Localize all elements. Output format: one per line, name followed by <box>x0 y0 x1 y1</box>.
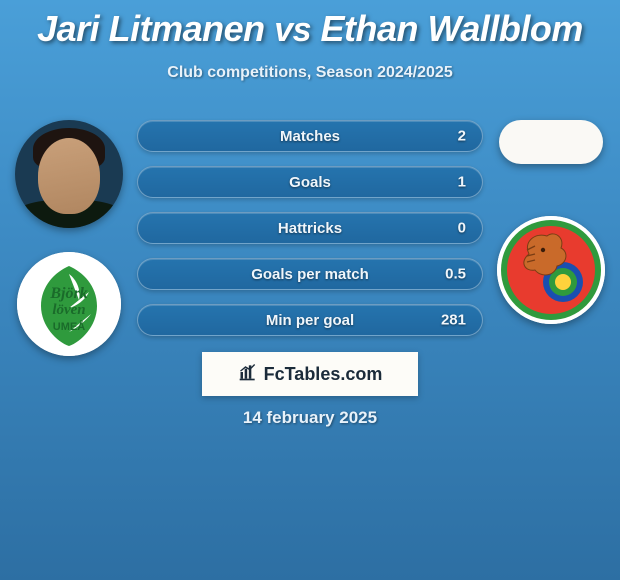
stat-label: Goals per match <box>251 266 369 283</box>
page-title: Jari Litmanen vs Ethan Wallblom <box>0 0 620 50</box>
club-badge-right <box>497 216 605 324</box>
stat-right-value: 0.5 <box>445 266 466 283</box>
player-left-avatar <box>15 120 123 228</box>
stats-area: Björk löven UMEÅ Matches 2 Goals 1 Hattr… <box>0 118 620 356</box>
right-column <box>497 118 605 324</box>
player-right-name: Ethan Wallblom <box>321 8 583 49</box>
svg-text:UMEÅ: UMEÅ <box>53 320 85 333</box>
bar-chart-icon <box>238 362 258 387</box>
stat-row-goals: Goals 1 <box>137 166 483 198</box>
stat-row-matches: Matches 2 <box>137 120 483 152</box>
player-right-avatar-placeholder <box>499 120 603 164</box>
stat-row-min-per-goal: Min per goal 281 <box>137 304 483 336</box>
branding-pill[interactable]: FcTables.com <box>202 352 418 396</box>
club-badge-left: Björk löven UMEÅ <box>17 252 121 356</box>
svg-text:Björk: Björk <box>49 285 87 302</box>
competition-subtitle: Club competitions, Season 2024/2025 <box>0 64 620 82</box>
stat-row-goals-per-match: Goals per match 0.5 <box>137 258 483 290</box>
stat-label: Min per goal <box>266 312 354 329</box>
stat-label: Matches <box>280 128 340 145</box>
vs-label: vs <box>274 11 311 49</box>
stat-row-hattricks: Hattricks 0 <box>137 212 483 244</box>
stat-right-value: 281 <box>441 312 466 329</box>
left-column: Björk löven UMEÅ <box>15 118 123 356</box>
player-left-name: Jari Litmanen <box>37 8 265 49</box>
svg-text:löven: löven <box>52 302 85 318</box>
date-label: 14 february 2025 <box>0 408 620 428</box>
stat-right-value: 2 <box>458 128 466 145</box>
stat-label: Goals <box>289 174 331 191</box>
branding-text: FcTables.com <box>264 364 383 385</box>
stat-bars: Matches 2 Goals 1 Hattricks 0 Goals per … <box>137 118 483 336</box>
stat-right-value: 1 <box>458 174 466 191</box>
stat-right-value: 0 <box>458 220 466 237</box>
stat-label: Hattricks <box>278 220 342 237</box>
